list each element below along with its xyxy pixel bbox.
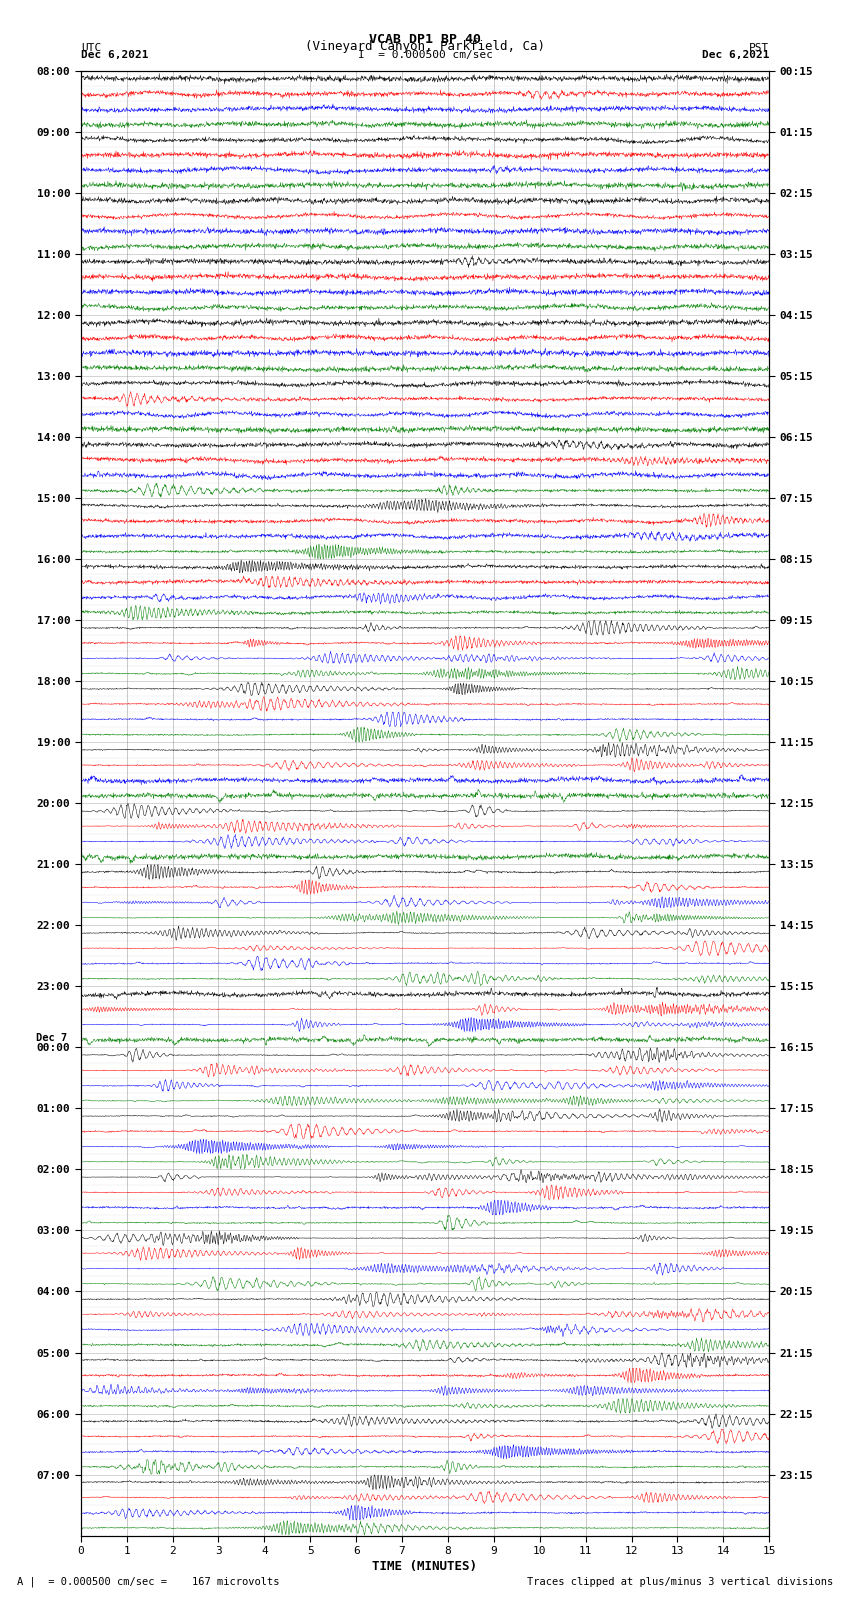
- Text: Traces clipped at plus/minus 3 vertical divisions: Traces clipped at plus/minus 3 vertical …: [527, 1578, 833, 1587]
- X-axis label: TIME (MINUTES): TIME (MINUTES): [372, 1560, 478, 1573]
- Text: PST: PST: [749, 44, 769, 53]
- Text: Dec 7: Dec 7: [36, 1032, 67, 1044]
- Text: (Vineyard Canyon, Parkfield, Ca): (Vineyard Canyon, Parkfield, Ca): [305, 40, 545, 53]
- Text: UTC: UTC: [81, 44, 101, 53]
- Text: Dec 6,2021: Dec 6,2021: [81, 50, 148, 60]
- Text: A |  = 0.000500 cm/sec =    167 microvolts: A | = 0.000500 cm/sec = 167 microvolts: [17, 1576, 280, 1587]
- Text: VCAB DP1 BP 40: VCAB DP1 BP 40: [369, 32, 481, 45]
- Text: I  = 0.000500 cm/sec: I = 0.000500 cm/sec: [358, 50, 492, 60]
- Text: Dec 6,2021: Dec 6,2021: [702, 50, 769, 60]
